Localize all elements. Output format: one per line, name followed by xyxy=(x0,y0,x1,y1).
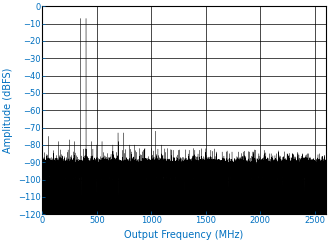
Y-axis label: Amplitude (dBFS): Amplitude (dBFS) xyxy=(3,68,13,153)
X-axis label: Output Frequency (MHz): Output Frequency (MHz) xyxy=(124,230,244,240)
